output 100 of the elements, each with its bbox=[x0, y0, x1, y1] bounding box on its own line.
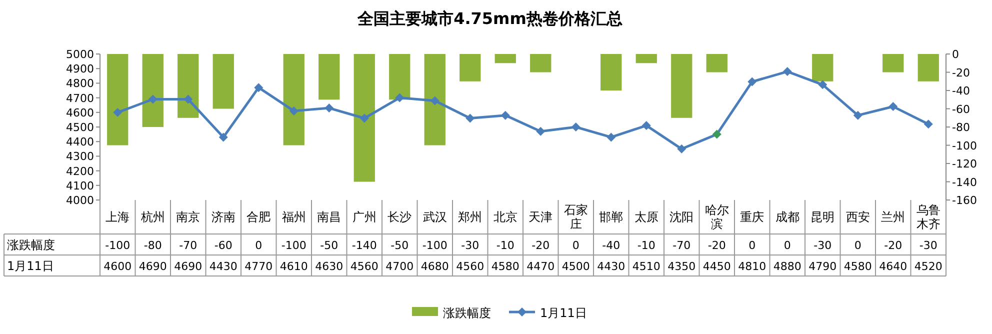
x-tick-label: 昆明 bbox=[810, 210, 835, 224]
x-tick-label: 沈阳 bbox=[670, 210, 694, 224]
data-label: -20 bbox=[884, 239, 902, 252]
data-label: 0 bbox=[784, 239, 791, 252]
data-label: 4580 bbox=[491, 260, 520, 273]
data-label: -20 bbox=[532, 239, 550, 252]
y2-tick-label: -100 bbox=[952, 139, 977, 152]
point bbox=[324, 104, 334, 113]
point bbox=[500, 110, 510, 120]
data-label: 4680 bbox=[420, 260, 449, 273]
x-tick-label: 石家庄 bbox=[564, 203, 588, 231]
data-label: 4450 bbox=[702, 260, 731, 273]
x-tick-label: 济南 bbox=[211, 210, 236, 224]
data-label: 0 bbox=[255, 239, 262, 252]
y2-tick-label: -40 bbox=[952, 84, 970, 98]
x-tick-label: 广州 bbox=[352, 210, 376, 224]
data-label: -100 bbox=[281, 239, 306, 252]
x-tick-label: 西安 bbox=[846, 210, 870, 224]
data-label: 4630 bbox=[315, 260, 344, 273]
y-tick-label: 4300 bbox=[66, 150, 94, 164]
point bbox=[395, 93, 404, 102]
text: 涨跌幅度 bbox=[7, 238, 55, 252]
data-label: 0 bbox=[572, 239, 580, 252]
data-label: 4640 bbox=[879, 260, 908, 273]
legend-label: 1月11日 bbox=[540, 306, 587, 320]
text: 1月11日 bbox=[7, 259, 54, 273]
data-label: 4580 bbox=[844, 260, 872, 273]
data-label: -50 bbox=[390, 239, 409, 252]
data-label: -100 bbox=[422, 239, 448, 252]
x-tick-label: 乌鲁木齐 bbox=[916, 203, 940, 231]
data-label: 4810 bbox=[738, 260, 766, 273]
x-tick-label: 重庆 bbox=[740, 210, 764, 224]
data-label: -80 bbox=[144, 239, 162, 252]
y-tick-label: 4200 bbox=[66, 164, 94, 178]
point bbox=[677, 144, 686, 154]
data-label: 4470 bbox=[526, 260, 555, 273]
point bbox=[924, 120, 933, 129]
y-tick-label: 4100 bbox=[66, 179, 94, 192]
point bbox=[818, 80, 828, 90]
x-tick-label: 上海 bbox=[106, 210, 130, 224]
data-label: 4600 bbox=[104, 260, 132, 273]
data-label: -140 bbox=[352, 239, 377, 252]
y2-tick-label: -20 bbox=[952, 66, 970, 80]
x-tick-label: 邯郸 bbox=[599, 210, 624, 224]
data-label: 0 bbox=[748, 239, 756, 252]
x-tick-label: 北京 bbox=[493, 210, 518, 224]
data-label: -50 bbox=[320, 239, 338, 252]
y-tick-label: 4700 bbox=[66, 92, 94, 105]
data-label: -20 bbox=[708, 239, 726, 252]
data-label: 4690 bbox=[174, 260, 202, 273]
y2-tick-label: 0 bbox=[952, 48, 959, 61]
data-label: -10 bbox=[637, 239, 656, 252]
data-label: -70 bbox=[672, 239, 691, 252]
data-label: -10 bbox=[496, 239, 514, 252]
data-label: -30 bbox=[919, 239, 938, 252]
y2-tick-label: -60 bbox=[952, 102, 970, 116]
point bbox=[748, 77, 757, 86]
x-tick-label: 成都 bbox=[775, 210, 800, 224]
point bbox=[289, 106, 298, 116]
x-tick-label: 杭州 bbox=[140, 210, 165, 224]
data-label: 4770 bbox=[244, 260, 273, 273]
data-label: 4430 bbox=[209, 260, 238, 273]
data-label: 4610 bbox=[280, 260, 308, 273]
y2-tick-label: -140 bbox=[952, 176, 977, 189]
data-label: 0 bbox=[854, 239, 862, 252]
point bbox=[218, 132, 228, 142]
data-label: -40 bbox=[602, 239, 620, 252]
y-tick-label: 4900 bbox=[66, 62, 94, 76]
chart-title: 全国主要城市4.75mm热卷价格汇总 bbox=[356, 9, 622, 28]
data-label: -30 bbox=[461, 239, 480, 252]
data-label: 4560 bbox=[350, 260, 378, 273]
data-label: 4500 bbox=[562, 260, 590, 273]
point bbox=[430, 96, 440, 106]
data-label: 4790 bbox=[808, 260, 837, 273]
x-tick-label: 太原 bbox=[634, 210, 658, 224]
point bbox=[113, 108, 122, 117]
x-tick-label: 哈尔滨 bbox=[704, 203, 729, 231]
point bbox=[606, 132, 616, 142]
y2-tick-label: -120 bbox=[952, 158, 977, 170]
x-tick-label: 南昌 bbox=[317, 210, 342, 224]
data-label: 4690 bbox=[138, 260, 167, 273]
data-label: 4430 bbox=[597, 260, 626, 273]
x-tick-label: 郑州 bbox=[458, 210, 482, 224]
x-tick-label: 兰州 bbox=[881, 210, 906, 224]
x-tick-label: 南京 bbox=[176, 210, 200, 224]
point bbox=[782, 67, 792, 76]
point bbox=[360, 114, 369, 123]
point bbox=[888, 102, 898, 112]
point bbox=[254, 83, 264, 92]
data-label: 4880 bbox=[773, 260, 802, 273]
y2-tick-label: -160 bbox=[952, 194, 977, 207]
data-label: 4510 bbox=[632, 260, 660, 273]
point bbox=[571, 122, 580, 132]
point bbox=[712, 130, 722, 139]
data-label: 4520 bbox=[914, 260, 942, 273]
point bbox=[536, 126, 546, 136]
y-tick-label: 4600 bbox=[66, 106, 94, 120]
data-label: -30 bbox=[814, 239, 832, 252]
point bbox=[642, 121, 651, 130]
legend-label: 涨跌幅度 bbox=[443, 306, 491, 320]
